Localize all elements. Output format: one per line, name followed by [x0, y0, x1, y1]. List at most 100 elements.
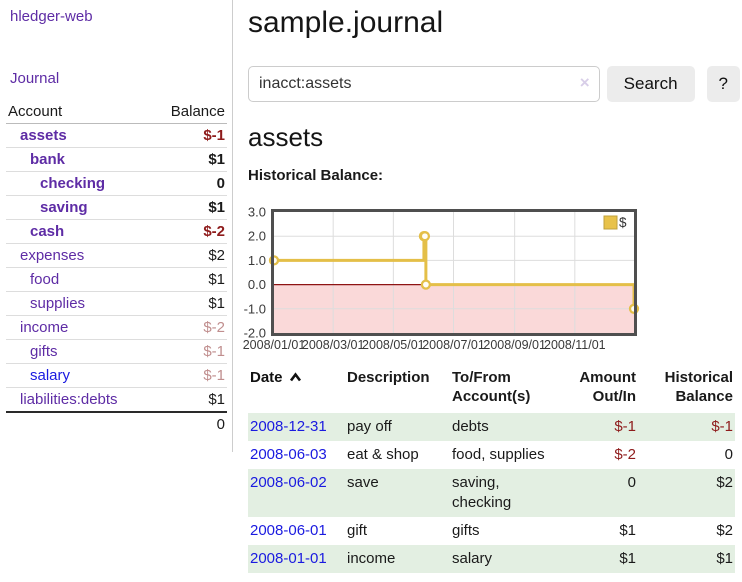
sidebar-divider [232, 0, 233, 452]
register-header-row: Date Description To/From Account(s) Amou… [248, 366, 735, 413]
register-row: 2008-06-03 eat & shop food, supplies $-2… [248, 441, 735, 469]
svg-text:3.0: 3.0 [248, 205, 266, 220]
account-balance: $-2 [152, 315, 227, 340]
account-link-liabilities-debts[interactable]: liabilities:debts [20, 391, 118, 408]
account-balance: $-1 [152, 339, 227, 364]
transaction-amount: $1 [619, 522, 636, 539]
accounts-header-row: Account Balance [6, 100, 227, 124]
account-link-income[interactable]: income [20, 319, 69, 336]
account-balance: $1 [152, 291, 227, 316]
transaction-date-link[interactable]: 2008-06-02 [250, 474, 327, 491]
chevron-up-icon [289, 372, 301, 382]
svg-text:-2.0: -2.0 [244, 326, 266, 341]
account-link-food[interactable]: food [30, 271, 60, 288]
search-button[interactable]: Search [606, 66, 695, 102]
account-balance: 0 [152, 171, 227, 196]
account-link-assets[interactable]: assets [20, 127, 67, 144]
register-col-amount: Amount Out/In [579, 369, 636, 405]
accounts-table: Account Balance assets $-1 bank $1 checkin… [6, 100, 227, 436]
main-pane: sample.journal × Search ? assets Histori… [243, 0, 740, 573]
transaction-date-link[interactable]: 2008-12-31 [250, 418, 327, 435]
register-col-balance: Historical Balance [664, 369, 733, 405]
svg-text:2008/11/01: 2008/11/01 [544, 338, 606, 352]
account-row: food $1 [6, 267, 227, 292]
svg-text:-1.0: -1.0 [244, 301, 266, 316]
sidebar-item-journal[interactable]: Journal [10, 70, 60, 87]
transaction-accounts: gifts [452, 522, 480, 539]
svg-text:1.0: 1.0 [248, 253, 266, 268]
account-link-supplies[interactable]: supplies [30, 295, 86, 312]
svg-text:2.0: 2.0 [248, 229, 266, 244]
account-balance: $1 [152, 387, 227, 412]
svg-text:2008/05/01: 2008/05/01 [362, 338, 425, 352]
register-table: Date Description To/From Account(s) Amou… [248, 366, 735, 573]
historical-balance-chart: 3.0 2.0 1.0 0.0 -1.0 -2.0 2008/01/01 2008/03/01… [242, 205, 642, 355]
account-row: bank $1 [6, 147, 227, 172]
account-row: cash $-2 [6, 219, 227, 244]
svg-text:$: $ [619, 215, 627, 230]
transaction-description: eat & shop [347, 446, 419, 463]
help-button[interactable]: ? [706, 66, 740, 102]
accounts-total: 0 [152, 411, 227, 436]
account-row: gifts $-1 [6, 339, 227, 364]
transaction-balance: $1 [716, 550, 733, 567]
account-link-salary[interactable]: salary [30, 367, 71, 384]
account-row: supplies $1 [6, 291, 227, 316]
transaction-amount: 0 [627, 474, 636, 491]
page-title: sample.journal [248, 6, 444, 39]
account-balance: $1 [152, 267, 227, 292]
clear-search-icon[interactable]: × [579, 73, 590, 92]
transaction-amount: $-2 [614, 446, 636, 463]
register-col-description: Description [347, 369, 430, 386]
register-row: 2008-06-01 gift gifts $1 $2 [248, 517, 735, 545]
transaction-accounts: saving, checking [452, 474, 512, 511]
search-form: × Search ? [248, 66, 740, 102]
transaction-balance: $2 [716, 474, 733, 491]
balance-chart-svg: 3.0 2.0 1.0 0.0 -1.0 -2.02008/01/012008/03/01… [243, 205, 640, 352]
account-row: salary $-1 [6, 363, 227, 388]
account-balance: $-2 [152, 219, 227, 244]
register-row: 2008-06-02 save saving, checking 0 $2 [248, 469, 735, 517]
account-balance: $-1 [203, 127, 225, 144]
account-heading: assets [248, 122, 324, 152]
account-row: income $-2 [6, 315, 227, 340]
sort-by-date[interactable]: Date [250, 369, 302, 386]
transaction-accounts: food, supplies [452, 446, 545, 463]
register-col-account: To/From Account(s) [452, 369, 531, 405]
transaction-description: save [347, 474, 379, 491]
register-col-date: Date [248, 366, 345, 413]
account-link-expenses[interactable]: expenses [20, 247, 85, 264]
account-link-checking[interactable]: checking [40, 175, 106, 192]
transaction-description: income [347, 550, 396, 567]
transaction-accounts: debts [452, 418, 489, 435]
account-row: liabilities:debts $1 [6, 387, 227, 412]
svg-text:0.0: 0.0 [248, 277, 266, 292]
register-row: 2008-12-31 pay off debts $-1 $-1 [248, 413, 735, 441]
transaction-amount: $-1 [614, 418, 636, 435]
account-link-saving[interactable]: saving [40, 199, 88, 216]
chart-title: Historical Balance: [248, 167, 384, 184]
transaction-date-link[interactable]: 2008-06-03 [250, 446, 327, 463]
account-link-gifts[interactable]: gifts [30, 343, 58, 360]
transaction-description: pay off [347, 418, 392, 435]
account-row: saving $1 [6, 195, 227, 220]
register-row: 2008-01-01 income salary $1 $1 [248, 545, 735, 573]
account-link-cash[interactable]: cash [30, 223, 65, 240]
transaction-accounts: salary [452, 550, 493, 567]
transaction-amount: $1 [619, 550, 636, 567]
account-link-bank[interactable]: bank [30, 151, 66, 168]
brand-link[interactable]: hledger-web [10, 8, 93, 25]
search-input[interactable] [248, 66, 600, 102]
account-row: checking 0 [6, 171, 227, 196]
svg-text:2008/01/01: 2008/01/01 [243, 338, 306, 352]
svg-text:2008/03/01: 2008/03/01 [302, 338, 365, 352]
transaction-date-link[interactable]: 2008-06-01 [250, 522, 327, 539]
svg-text:2008/09/01: 2008/09/01 [483, 338, 546, 352]
account-row: assets $-1 [6, 124, 227, 148]
transaction-balance: 0 [724, 446, 733, 463]
transaction-date-link[interactable]: 2008-01-01 [250, 550, 327, 567]
transaction-balance: $2 [716, 522, 733, 539]
transaction-balance: $-1 [711, 418, 733, 435]
svg-text:2008/07/01: 2008/07/01 [422, 338, 485, 352]
